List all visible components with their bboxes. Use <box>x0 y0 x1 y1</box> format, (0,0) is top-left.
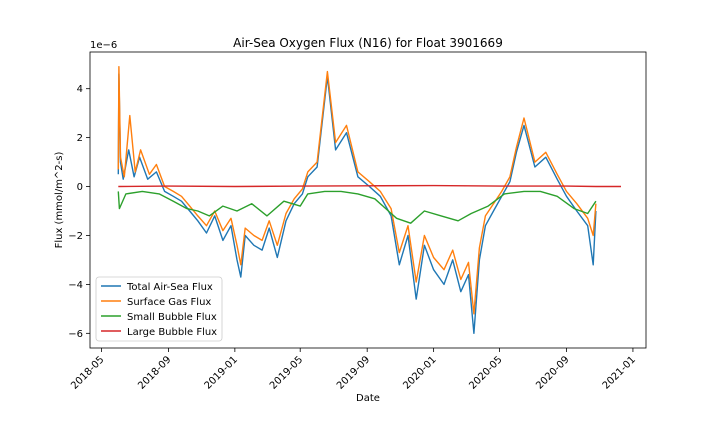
legend: Total Air-Sea Flux Surface Gas Flux Smal… <box>95 276 223 342</box>
plot-frame <box>89 51 647 349</box>
y-tick-label: −6 <box>68 329 83 340</box>
series-layer <box>117 65 621 334</box>
legend-label-surface-gas-flux: Surface Gas Flux <box>127 297 211 308</box>
y-tick-label: 0 <box>77 182 83 193</box>
series-line-surface-gas-flux <box>117 65 597 315</box>
chart-title: Air-Sea Oxygen Flux (N16) for Float 3901… <box>233 36 503 50</box>
y-tick-label: −2 <box>68 231 83 242</box>
y-tick-label: 4 <box>77 84 83 95</box>
legend-label-small-bubble-flux: Small Bubble Flux <box>127 312 217 323</box>
legend-label-total-air-sea-flux: Total Air-Sea Flux <box>126 282 213 293</box>
y-axis: −6 −4 −2 0 2 4 <box>68 84 90 340</box>
y-offset-label: 1e−6 <box>90 40 117 51</box>
series-line-small-bubble-flux <box>117 190 597 224</box>
y-tick-label: −4 <box>68 280 83 291</box>
x-axis-label: Date <box>356 393 380 404</box>
series-line-large-bubble-flux <box>118 184 621 188</box>
legend-label-large-bubble-flux: Large Bubble Flux <box>127 327 217 338</box>
series-line-total-air-sea-flux <box>117 73 597 334</box>
y-tick-label: 2 <box>77 133 83 144</box>
legend-frame <box>95 276 223 342</box>
y-axis-label: Flux (mmol/m^2-s) <box>54 151 65 248</box>
